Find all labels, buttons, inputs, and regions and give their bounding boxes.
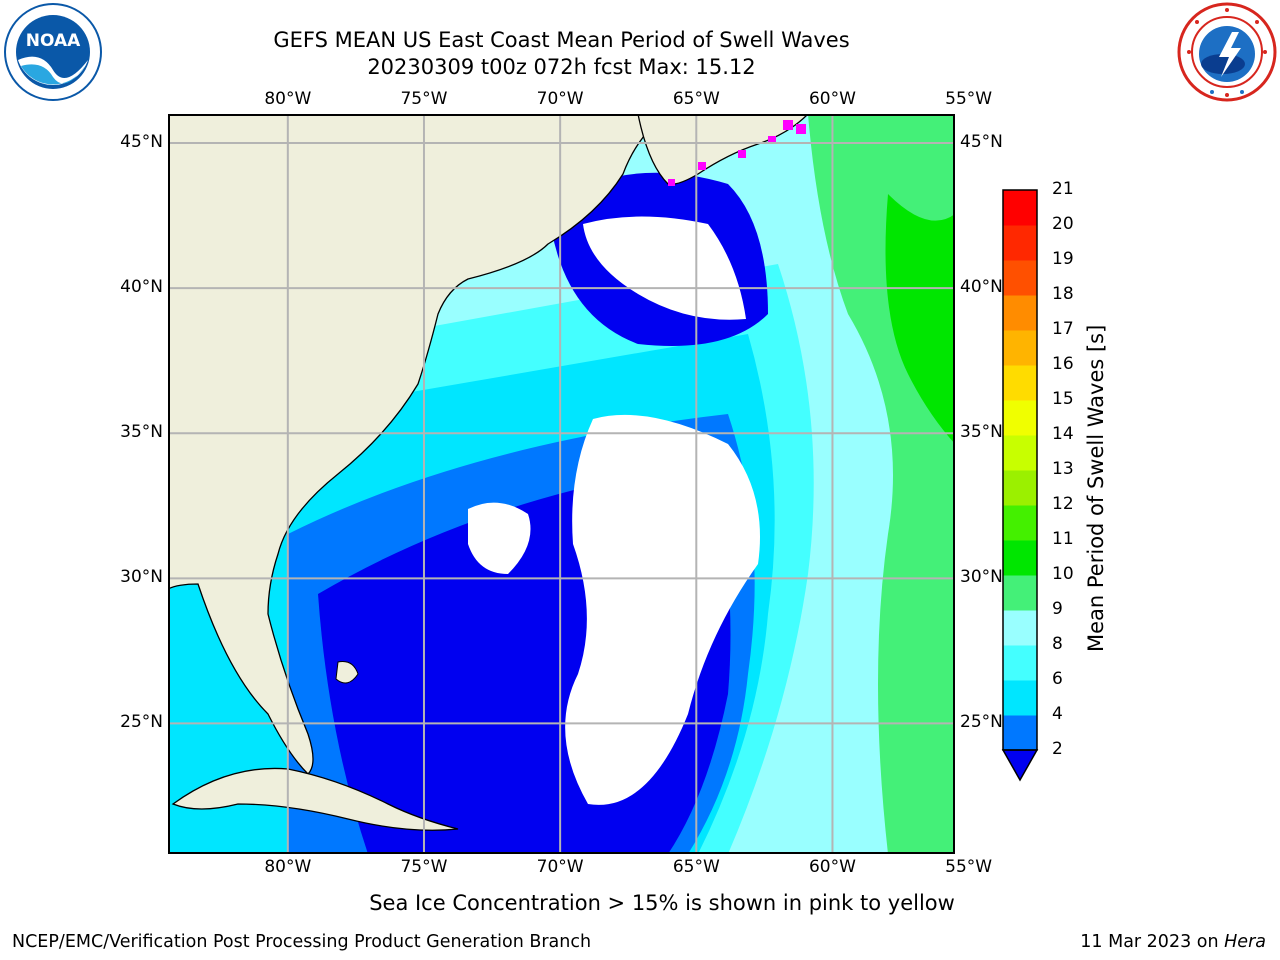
lon-tick-label-top: 80°W [264, 89, 312, 109]
lat-tick-label-left: 35°N [120, 422, 163, 443]
lat-tick-label-left: 30°N [120, 567, 163, 588]
lat-tick-label-left: 40°N [120, 277, 163, 298]
colorbar-tick-label: 17 [1052, 319, 1074, 339]
colorbar-tick-label: 13 [1052, 459, 1074, 479]
footer-date: 11 Mar 2023 on Hera [1080, 932, 1266, 952]
colorbar-bin [1003, 225, 1037, 261]
colorbar-tick-label: 20 [1052, 214, 1074, 234]
nodata-patch-south [583, 714, 648, 768]
sea-ice-note: Sea Ice Concentration > 15% is shown in … [369, 891, 955, 915]
colorbar-tick-label: 10 [1052, 564, 1074, 584]
colorbar-bin [1003, 400, 1037, 436]
lon-tick-label-bottom: 55°W [945, 857, 993, 877]
colorbar-bin [1003, 715, 1037, 751]
noaa-logo-icon: NOAA [4, 3, 102, 101]
lat-tick-label-right: 40°N [960, 277, 1003, 298]
colorbar-extend-min [1001, 749, 1039, 782]
land-cuba [171, 767, 459, 831]
lat-tick-label-right: 25°N [960, 712, 1003, 733]
footer-credit: NCEP/EMC/Verification Post Processing Pr… [12, 932, 592, 952]
colorbar-tick-label: 6 [1052, 669, 1063, 689]
colorbar-tick-label: 19 [1052, 249, 1074, 269]
lat-tick-label-left: 25°N [120, 712, 163, 733]
colorbar-bin [1003, 365, 1037, 401]
colorbar-label: Mean Period of Swell Waves [s] [1084, 324, 1108, 652]
chart-title: GEFS MEAN US East Coast Mean Period of S… [273, 28, 850, 52]
lon-tick-label-top: 65°W [672, 89, 720, 109]
colorbar-bin [1003, 645, 1037, 681]
lon-tick-label-top: 70°W [536, 89, 584, 109]
nodata-patch-west [468, 502, 531, 574]
lon-tick-label-bottom: 80°W [264, 857, 312, 877]
colorbar-bin [1003, 330, 1037, 366]
colorbar-tick-label: 21 [1052, 179, 1074, 199]
nodata-patch-center [565, 414, 760, 805]
footer-host: Hera [1224, 932, 1266, 952]
nws-logo [1177, 2, 1277, 102]
colorbar-bin [1003, 435, 1037, 471]
lon-tick-label-top: 55°W [945, 89, 993, 109]
colorbar-tick-label: 11 [1052, 529, 1074, 549]
noaa-logo-text: NOAA [26, 31, 81, 51]
chart-subtitle: 20230309 t00z 072h fcst Max: 15.12 [367, 55, 756, 79]
nws-logo-icon [1177, 2, 1277, 102]
lon-tick-label-bottom: 70°W [536, 857, 584, 877]
land-maritimes [637, 114, 809, 185]
swell-zone-east-peak [885, 194, 955, 444]
land-bahamas [335, 661, 359, 684]
colorbar-bin [1003, 470, 1037, 506]
sea-ice-markers [668, 120, 806, 186]
map-frame [168, 114, 955, 854]
colorbar-bin [1003, 610, 1037, 646]
lat-tick-label-right: 45°N [960, 132, 1003, 153]
colorbar-tick-label: 14 [1052, 424, 1074, 444]
lat-tick-label-left: 45°N [120, 132, 163, 153]
lat-tick-label-right: 30°N [960, 567, 1003, 588]
colorbar-tick-label: 2 [1052, 739, 1063, 759]
map-border [168, 114, 955, 854]
footer-date-text: 11 Mar 2023 on [1080, 932, 1225, 952]
colorbar-tick-label: 15 [1052, 389, 1074, 409]
colorbar-tick-label: 4 [1052, 704, 1063, 724]
colorbar-bin [1003, 260, 1037, 296]
lon-tick-label-top: 75°W [400, 89, 448, 109]
colorbar-border [1002, 189, 1038, 751]
colorbar-bin [1003, 505, 1037, 541]
colorbar-tick-label: 8 [1052, 634, 1063, 654]
lon-tick-label-bottom: 60°W [808, 857, 856, 877]
land-north-america [168, 114, 670, 775]
colorbar-tick-label: 9 [1052, 599, 1063, 619]
colorbar-tick-label: 12 [1052, 494, 1074, 514]
colorbar-bin [1003, 190, 1037, 226]
colorbar-bins [1003, 190, 1037, 751]
colorbar-tick-label: 16 [1052, 354, 1074, 374]
colorbar [1001, 189, 1039, 782]
lon-tick-label-bottom: 65°W [672, 857, 720, 877]
colorbar-tick-label: 18 [1052, 284, 1074, 304]
lon-tick-label-top: 60°W [808, 89, 856, 109]
nodata-patch-north [583, 216, 746, 320]
colorbar-bin [1003, 540, 1037, 576]
noaa-logo: NOAA [3, 2, 103, 102]
lat-tick-label-right: 35°N [960, 422, 1003, 443]
map-grid [168, 114, 955, 854]
colorbar-bin [1003, 295, 1037, 331]
lon-tick-label-bottom: 75°W [400, 857, 448, 877]
colorbar-bin [1003, 575, 1037, 611]
colorbar-bin [1003, 680, 1037, 716]
